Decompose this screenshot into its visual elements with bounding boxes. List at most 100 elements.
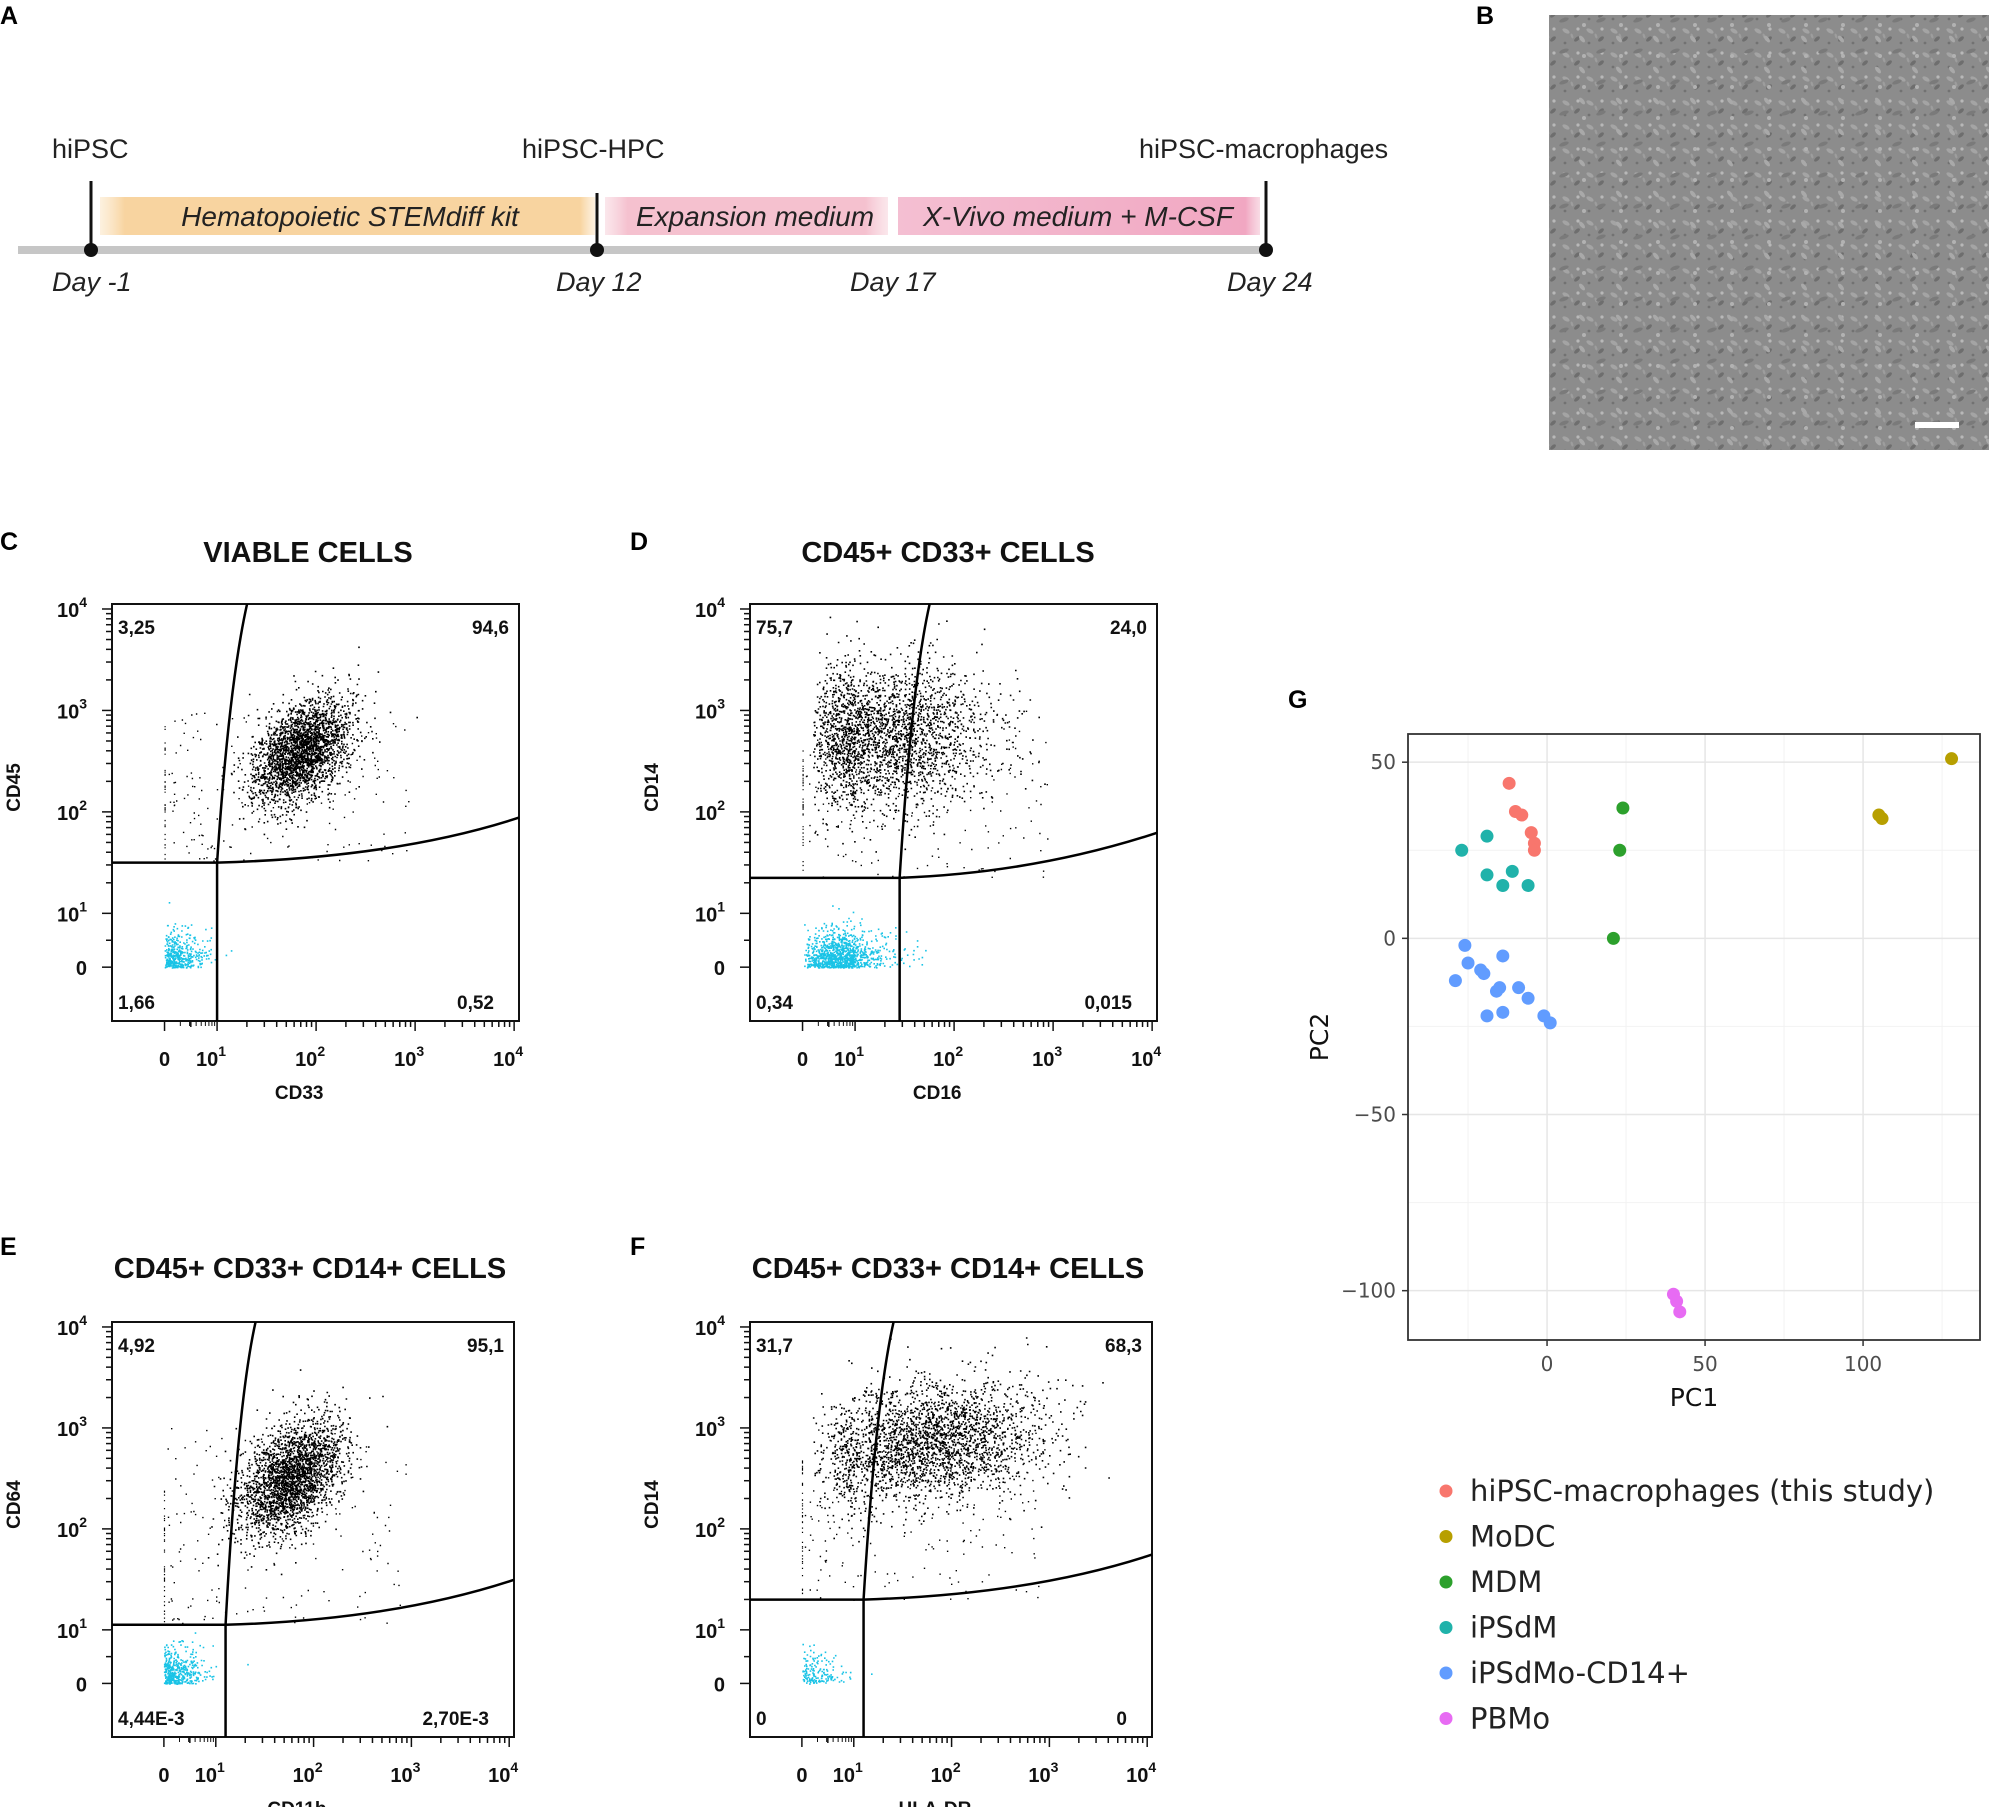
event-dots-ungated (802, 1643, 873, 1685)
plot-frame (749, 1321, 1153, 1738)
tick-exponent: 1 (79, 898, 87, 914)
data-point (1875, 812, 1889, 826)
y-tick-label: 104 (695, 1312, 725, 1340)
y-tick-label: 0 (76, 1674, 87, 1696)
panel-letter-a: A (0, 2, 18, 30)
data-point (1670, 1294, 1684, 1308)
axis-ticks (740, 608, 1153, 1031)
timeline-dot (84, 243, 98, 257)
x-tick-label: 0 (159, 1049, 170, 1071)
event-dots-gated (163, 1369, 407, 1626)
quadrant-gate-horizontal (112, 1578, 515, 1627)
plot-title: CD45+ CD33+ CD14+ CELLS (752, 1253, 1144, 1285)
quadrant-gate-vertical (862, 1321, 895, 1737)
x-tick-label: 101 (833, 1759, 863, 1787)
panel-letter-c: C (0, 528, 18, 556)
step-bar-expansion (605, 197, 888, 235)
timeline: hiPSC hiPSC-HPC hiPSC-macrophages Hemato… (18, 134, 1388, 297)
tick-exponent: 1 (717, 1615, 725, 1631)
event-dots (163, 1369, 407, 1685)
x-axis-label: HLA-DR (899, 1799, 972, 1807)
data-point (1606, 931, 1620, 945)
data-point (1515, 808, 1529, 822)
y-tick-label: 101 (695, 898, 725, 926)
stage-label-macrophages: hiPSC-macrophages (1139, 134, 1388, 164)
quadrant-percentage: 1,66 (118, 993, 155, 1014)
x-tick-label: 103 (390, 1759, 420, 1787)
step-label-hematopoietic: Hematopoietic STEMdiff kit (181, 201, 520, 232)
quadrant-percentage: 0,015 (1084, 993, 1132, 1014)
y-tick-label: 103 (57, 1413, 87, 1441)
pca-legend: hiPSC-macrophages (this study) MoDC MDM iPS… (1439, 1474, 1934, 1736)
quadrant-percentage: 3,25 (118, 618, 155, 639)
tick-exponent: 4 (1148, 1759, 1156, 1775)
tick-exponent: 1 (217, 1759, 225, 1775)
x-tick-label: 103 (1032, 1043, 1062, 1071)
event-dots-gated (802, 616, 1049, 878)
day-label: Day 24 (1227, 267, 1313, 297)
panel-letter-f: F (630, 1233, 645, 1261)
x-axis-label: CD33 (275, 1083, 324, 1104)
tick-exponent: 2 (953, 1759, 961, 1775)
tick-exponent: 1 (717, 898, 725, 914)
quadrant-percentage: 0 (1116, 1709, 1127, 1730)
x-tick-label: 101 (195, 1759, 225, 1787)
flow-plot-d: CD45+ CD33+ CELLS 0 101 102 103 104 0 101 102 103… (642, 537, 1161, 1104)
panel-letter-g: G (1288, 686, 1307, 714)
tick-exponent: 2 (717, 1514, 725, 1530)
axis-ticks (102, 608, 515, 1031)
quadrant-percentage: 68,3 (1105, 1336, 1142, 1357)
quadrant-percentage: 2,70E-3 (422, 1709, 489, 1730)
quadrant-percentage: 4,44E-3 (118, 1709, 185, 1730)
day-label: Day 17 (850, 267, 937, 297)
series-hipsc-macrophages-this-study- (1502, 776, 1541, 857)
x-tick-label: 101 (196, 1043, 226, 1071)
x-tick-label: 0 (158, 1765, 169, 1787)
x-axis-label: CD16 (913, 1083, 962, 1104)
y-tick-label: 103 (695, 695, 725, 723)
step-label-expansion: Expansion medium (636, 201, 874, 232)
data-point (1496, 879, 1510, 892)
y-axis-label: CD64 (4, 1480, 25, 1529)
series-ipsdmo-cd14- (1448, 938, 1557, 1030)
y-tick-label: 104 (695, 594, 725, 622)
tick-exponent: 3 (416, 1043, 424, 1059)
step-label-xvivo: X-Vivo medium + M-CSF (922, 201, 1235, 232)
data-point (1613, 843, 1627, 857)
y-tick-label: 50 (1371, 750, 1396, 774)
panel-letter-d: D (630, 528, 648, 556)
quadrant-gate-vertical (215, 603, 249, 1021)
y-tick-label: 101 (695, 1615, 725, 1643)
quadrant-percentage: 4,92 (118, 1336, 155, 1357)
data-point (1480, 868, 1494, 882)
micrograph (1549, 15, 1989, 450)
x-axis-label: CD11b (267, 1799, 326, 1807)
quadrant-percentage: 0 (756, 1709, 767, 1730)
data-point (1502, 776, 1516, 790)
x-tick-label: 104 (493, 1043, 523, 1071)
y-tick-label: 101 (57, 1615, 87, 1643)
tick-exponent: 2 (955, 1043, 963, 1059)
tick-exponent: 3 (717, 1413, 725, 1429)
legend-label: hiPSC-macrophages (this study) (1470, 1474, 1934, 1508)
tick-exponent: 3 (1051, 1759, 1059, 1775)
data-point (1458, 938, 1472, 952)
y-tick-label: 102 (695, 1514, 725, 1542)
legend-key (1439, 1712, 1453, 1725)
quadrant-percentage: 95,1 (467, 1336, 504, 1357)
quadrant-gate-horizontal (112, 816, 520, 864)
tick-exponent: 4 (717, 594, 725, 610)
event-dots (802, 616, 1049, 969)
x-tick-label: 103 (394, 1043, 424, 1071)
legend-label: iPSdM (1470, 1611, 1557, 1645)
panel-letter-b: B (1476, 2, 1494, 30)
x-tick-label: 102 (293, 1759, 323, 1787)
legend-label: PBMo (1470, 1702, 1550, 1736)
legend-key (1439, 1575, 1453, 1589)
quadrant-gate-vertical (224, 1321, 257, 1737)
y-tick-label: 103 (695, 1413, 725, 1441)
tick-exponent: 3 (413, 1759, 421, 1775)
event-dots-ungated (804, 905, 927, 969)
x-tick-label: 102 (933, 1043, 963, 1071)
data-point (1455, 843, 1469, 857)
